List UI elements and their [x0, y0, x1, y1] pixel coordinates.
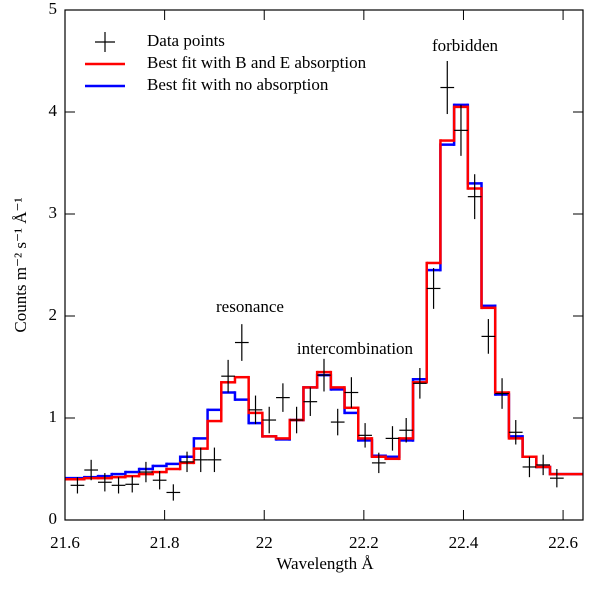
- x-tick-label: 22.6: [548, 533, 578, 552]
- annotation: forbidden: [432, 36, 499, 55]
- y-tick-label: 0: [49, 509, 58, 528]
- legend-label: Best fit with no absorption: [147, 75, 329, 94]
- x-tick-label: 22.2: [349, 533, 379, 552]
- legend-label: Best fit with B and E absorption: [147, 53, 367, 72]
- x-tick-label: 22: [256, 533, 273, 552]
- x-tick-label: 21.8: [150, 533, 180, 552]
- annotation: resonance: [216, 297, 284, 316]
- legend-label: Data points: [147, 31, 225, 50]
- plot-frame: [64, 9, 584, 521]
- y-tick-label: 1: [49, 407, 58, 426]
- y-tick-label: 4: [49, 101, 58, 120]
- y-tick-label: 3: [49, 203, 58, 222]
- y-tick-label: 5: [49, 0, 58, 18]
- y-axis-label: Counts m⁻² s⁻¹ Å⁻¹: [11, 197, 30, 332]
- x-tick-label: 21.6: [50, 533, 80, 552]
- x-axis-label: Wavelength Å: [276, 554, 374, 573]
- x-tick-label: 22.4: [449, 533, 479, 552]
- annotation: intercombination: [297, 339, 414, 358]
- y-tick-label: 2: [49, 305, 58, 324]
